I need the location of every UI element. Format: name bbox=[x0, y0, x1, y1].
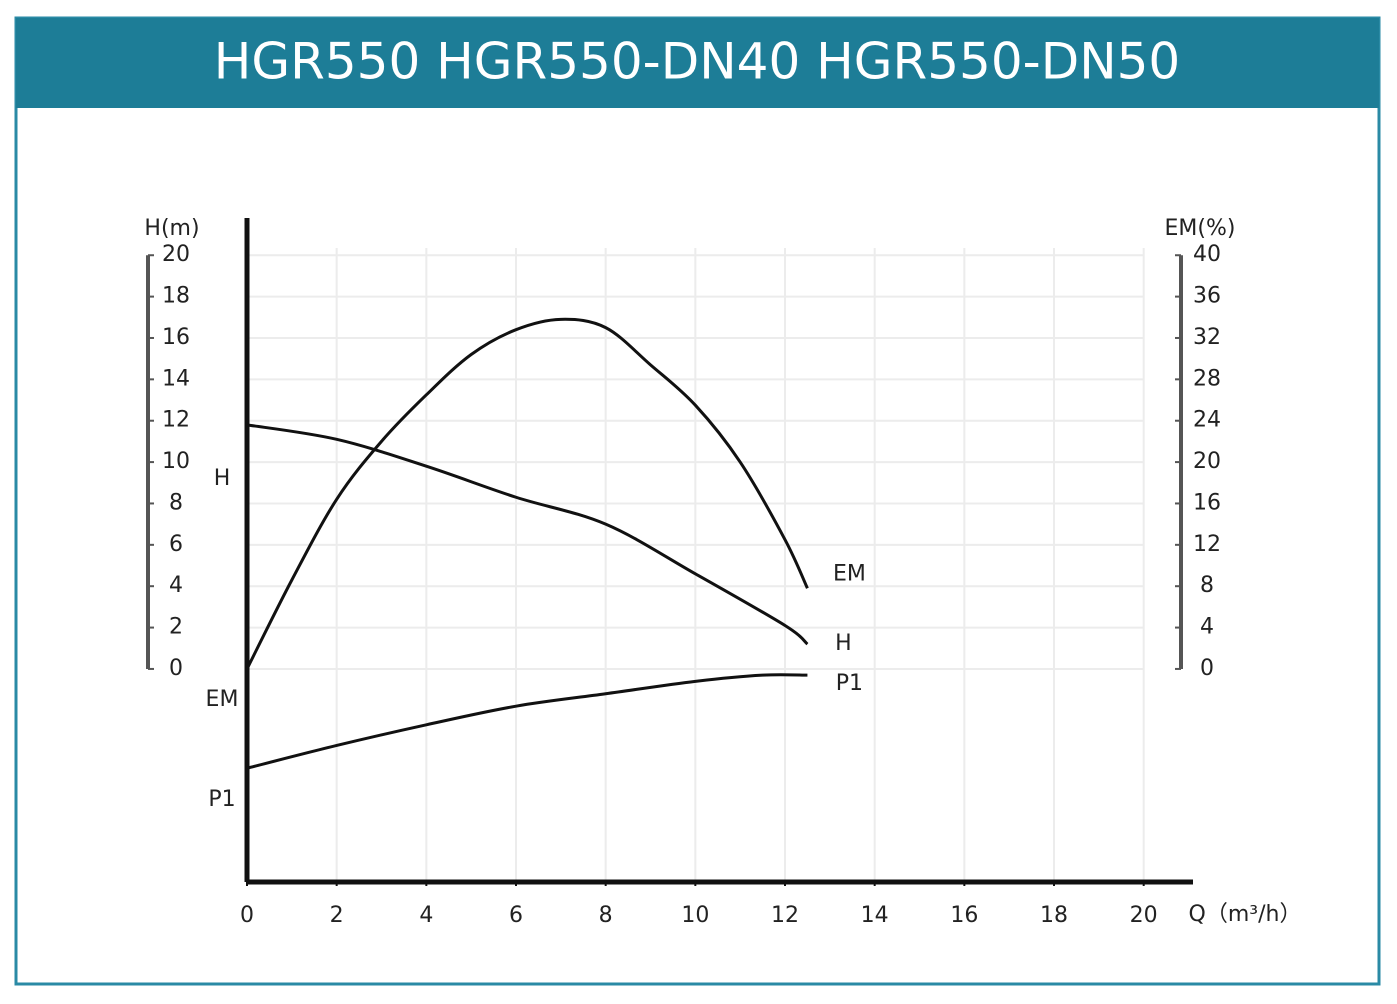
frame bbox=[14, 16, 1381, 986]
y2-tick-label: 28 bbox=[1193, 366, 1221, 391]
x-tick-label: 2 bbox=[330, 903, 344, 928]
y-tick-label: 6 bbox=[169, 532, 183, 557]
y2-tick-label: 12 bbox=[1193, 532, 1221, 557]
y-tick-label: 12 bbox=[162, 408, 190, 433]
y-axis-label: H(m) bbox=[144, 216, 199, 241]
y-tick-label: 18 bbox=[162, 284, 190, 309]
x-tick-label: 20 bbox=[1130, 903, 1158, 928]
y-tick-label: 2 bbox=[169, 615, 183, 640]
curve-label: P1 bbox=[836, 671, 863, 696]
curve bbox=[246, 423, 809, 646]
curve-label: H bbox=[835, 631, 852, 656]
y-tick-label: 10 bbox=[162, 449, 190, 474]
y-tick-label: 20 bbox=[162, 242, 190, 267]
y-tick-label: 8 bbox=[169, 490, 183, 515]
x-tick-label: 14 bbox=[861, 903, 889, 928]
y2-tick-label: 40 bbox=[1193, 242, 1221, 267]
curve bbox=[245, 317, 809, 670]
header-bar bbox=[16, 18, 1379, 108]
curve-start-label: P1 bbox=[208, 787, 235, 812]
curve-start-label: EM bbox=[206, 687, 239, 712]
curve-start-label: H bbox=[214, 466, 231, 491]
y2-tick-label: 0 bbox=[1200, 656, 1214, 681]
y-tick-label: 4 bbox=[169, 573, 183, 598]
x-tick-label: 12 bbox=[771, 903, 799, 928]
chart-title: HGR550 HGR550-DN40 HGR550-DN50 bbox=[214, 33, 1180, 91]
y-tick-label: 0 bbox=[169, 656, 183, 681]
x-tick-label: 8 bbox=[599, 903, 613, 928]
y-tick-label: 16 bbox=[162, 325, 190, 350]
y2-tick-label: 8 bbox=[1200, 573, 1214, 598]
y2-tick-label: 16 bbox=[1193, 490, 1221, 515]
y2-tick-label: 4 bbox=[1200, 615, 1214, 640]
x-axis-label: Q（m³/h） bbox=[1189, 902, 1302, 927]
y2-tick-label: 36 bbox=[1193, 284, 1221, 309]
y2-tick-label: 20 bbox=[1193, 449, 1221, 474]
y2-axis-label: EM(%) bbox=[1165, 216, 1236, 241]
y2-tick-label: 32 bbox=[1193, 325, 1221, 350]
x-tick-label: 0 bbox=[240, 903, 254, 928]
x-tick-label: 10 bbox=[681, 903, 709, 928]
x-tick-label: 18 bbox=[1040, 903, 1068, 928]
x-tick-label: 6 bbox=[509, 903, 523, 928]
curve-label: EM bbox=[833, 561, 866, 586]
y2-tick-label: 24 bbox=[1193, 408, 1221, 433]
x-tick-label: 16 bbox=[950, 903, 978, 928]
curve bbox=[246, 673, 808, 770]
x-tick-label: 4 bbox=[419, 903, 433, 928]
y-tick-label: 14 bbox=[162, 366, 190, 391]
